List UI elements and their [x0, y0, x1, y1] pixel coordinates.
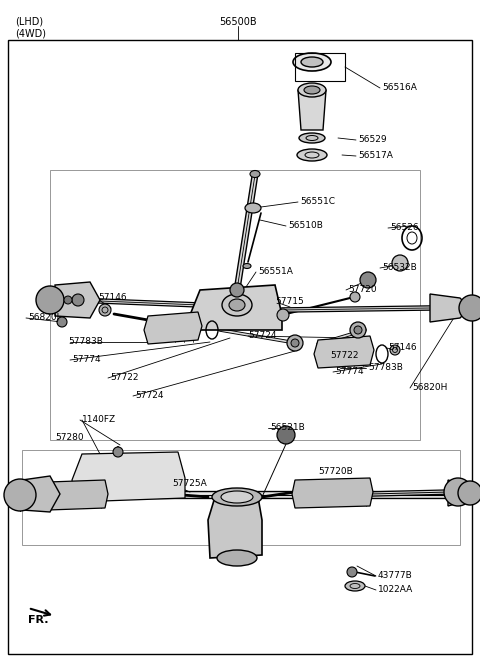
Text: (4WD): (4WD) [15, 28, 46, 38]
Text: 56820J: 56820J [28, 314, 59, 322]
Polygon shape [448, 480, 468, 506]
Text: 57722: 57722 [330, 351, 359, 361]
Circle shape [350, 292, 360, 302]
Polygon shape [72, 452, 185, 502]
Text: 57722: 57722 [110, 373, 139, 383]
Text: 57715: 57715 [275, 298, 304, 306]
Circle shape [277, 309, 289, 321]
Circle shape [291, 339, 299, 347]
Text: 57774: 57774 [335, 367, 364, 377]
Text: 57146: 57146 [388, 343, 417, 353]
Text: 56517A: 56517A [358, 151, 393, 161]
Ellipse shape [297, 149, 327, 161]
Ellipse shape [299, 133, 325, 143]
Circle shape [72, 294, 84, 306]
Ellipse shape [222, 294, 252, 316]
Ellipse shape [301, 57, 323, 67]
Text: 56526: 56526 [390, 223, 419, 233]
Polygon shape [314, 336, 374, 368]
Circle shape [99, 304, 111, 316]
Circle shape [113, 447, 123, 457]
Polygon shape [208, 497, 262, 558]
Ellipse shape [243, 264, 251, 268]
Ellipse shape [229, 299, 245, 311]
Ellipse shape [298, 83, 326, 97]
Text: 57280: 57280 [55, 434, 84, 442]
Ellipse shape [217, 550, 257, 566]
Circle shape [287, 335, 303, 351]
Ellipse shape [212, 488, 262, 506]
Circle shape [350, 322, 366, 338]
Text: 56532B: 56532B [382, 264, 417, 272]
Circle shape [444, 478, 472, 506]
Text: 1140FZ: 1140FZ [82, 415, 116, 425]
Text: 57724: 57724 [248, 332, 276, 341]
Text: 57724: 57724 [135, 391, 164, 401]
Text: 56551A: 56551A [258, 268, 293, 276]
Polygon shape [430, 294, 470, 322]
Polygon shape [144, 312, 202, 344]
Ellipse shape [245, 203, 261, 213]
Circle shape [354, 326, 362, 334]
Text: (LHD): (LHD) [15, 17, 43, 27]
Polygon shape [45, 480, 108, 510]
Text: 56551C: 56551C [300, 197, 335, 207]
Polygon shape [298, 90, 326, 130]
Ellipse shape [250, 171, 260, 177]
Circle shape [36, 286, 64, 314]
Circle shape [230, 283, 244, 297]
Circle shape [459, 295, 480, 321]
Text: 57783B: 57783B [68, 337, 103, 347]
Circle shape [458, 481, 480, 505]
Circle shape [360, 272, 376, 288]
Text: 43777B: 43777B [378, 571, 413, 581]
Polygon shape [55, 282, 100, 318]
Text: 1022AA: 1022AA [378, 585, 413, 595]
Text: 57725A: 57725A [172, 480, 207, 488]
Polygon shape [190, 285, 282, 330]
Bar [295, 53, 345, 81]
Text: 57783B: 57783B [368, 363, 403, 373]
Text: 56521B: 56521B [270, 423, 305, 432]
Circle shape [347, 567, 357, 577]
Text: FR.: FR. [28, 615, 48, 625]
Ellipse shape [345, 581, 365, 591]
Circle shape [4, 479, 36, 511]
Text: 57720: 57720 [348, 286, 377, 294]
Polygon shape [292, 478, 373, 508]
Ellipse shape [304, 86, 320, 94]
Polygon shape [22, 476, 60, 512]
Circle shape [392, 255, 408, 271]
Text: 56500B: 56500B [219, 17, 257, 27]
Text: 56510B: 56510B [288, 221, 323, 231]
Circle shape [57, 317, 67, 327]
Circle shape [64, 296, 72, 304]
Circle shape [390, 345, 400, 355]
Text: 56820H: 56820H [412, 383, 447, 393]
Circle shape [277, 426, 295, 444]
Text: 57720B: 57720B [318, 468, 353, 476]
Ellipse shape [293, 53, 331, 71]
Text: 56516A: 56516A [382, 84, 417, 92]
Text: 57146: 57146 [98, 294, 127, 302]
Text: 57774: 57774 [72, 355, 101, 365]
Text: 56529: 56529 [358, 136, 386, 145]
Ellipse shape [221, 491, 253, 503]
